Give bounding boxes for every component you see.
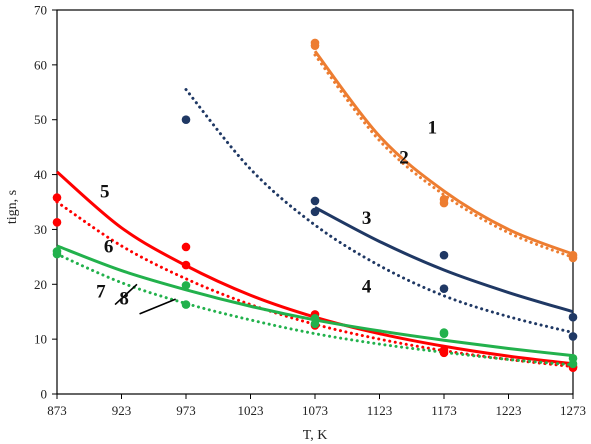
- data-point-series-4: [439, 284, 449, 293]
- fit-curve-8: [55, 252, 575, 367]
- x-tick-label: 1223: [496, 403, 522, 418]
- x-tick-label: 1273: [560, 403, 586, 418]
- x-tick-label: 973: [176, 403, 196, 418]
- data-point-series-3: [568, 312, 578, 322]
- fit-curve-3: [314, 206, 574, 314]
- y-tick-label: 20: [34, 277, 47, 292]
- y-axis-ticks: 0 10 20 30 40 50 60 70: [34, 3, 57, 402]
- data-point-series-2: [439, 198, 449, 208]
- data-point-series-2: [310, 41, 320, 50]
- y-tick-label: 70: [34, 3, 47, 18]
- pointer-line: [139, 298, 176, 315]
- data-point-series-6: [181, 260, 191, 270]
- fit-curve-1: [313, 50, 574, 256]
- x-tick-label: 1123: [367, 403, 393, 418]
- x-tick-label: 923: [112, 403, 132, 418]
- y-tick-label: 30: [34, 222, 47, 237]
- data-point-series-6: [439, 348, 449, 358]
- data-point-series-6: [52, 217, 62, 227]
- pointer-line: [114, 283, 138, 306]
- x-axis-ticks: 873 923 973 1023 1073 1123 1173 1223 1273: [47, 394, 586, 418]
- curve-label-1: 1: [428, 117, 438, 138]
- data-point-series-5: [52, 193, 62, 202]
- curve-label-4: 4: [362, 277, 372, 298]
- data-point-series-7: [181, 281, 191, 290]
- data-point-series-4: [568, 332, 578, 341]
- fit-curve-4: [184, 88, 575, 335]
- curve-label-8: 8: [119, 289, 129, 310]
- data-point-series-8: [52, 249, 62, 259]
- data-point-series-3: [310, 196, 320, 206]
- fit-curve-7: [56, 244, 574, 358]
- curve-label-5: 5: [100, 182, 110, 203]
- data-point-series-4: [310, 207, 320, 217]
- data-point-series-8: [439, 328, 449, 337]
- pointer-lines: [114, 283, 176, 315]
- curve-label-3: 3: [362, 208, 372, 229]
- data-point-series-2: [568, 253, 578, 263]
- y-axis-title: tign, s: [5, 190, 20, 224]
- x-tick-label: 873: [47, 403, 67, 418]
- fit-curve-2: [313, 53, 575, 259]
- curve-label-2: 2: [399, 148, 409, 169]
- x-tick-label: 1073: [302, 403, 328, 418]
- y-tick-label: 40: [34, 167, 47, 182]
- data-points: [52, 38, 578, 372]
- data-point-series-3: [439, 250, 449, 260]
- y-tick-label: 60: [34, 57, 47, 72]
- data-point-series-5: [181, 242, 191, 252]
- data-point-series-8: [310, 319, 320, 329]
- x-tick-label: 1023: [238, 403, 264, 418]
- y-tick-label: 10: [34, 332, 47, 347]
- data-point-series-8: [568, 359, 578, 369]
- data-point-series-4: [181, 115, 191, 125]
- curve-labels: 12 3 4 5 6 7 8: [96, 117, 437, 309]
- x-tick-label: 1173: [431, 403, 457, 418]
- data-point-series-8: [181, 300, 191, 309]
- y-tick-label: 50: [34, 112, 47, 127]
- curve-label-6: 6: [104, 236, 114, 257]
- curve-label-7: 7: [96, 281, 106, 302]
- y-tick-label: 0: [41, 387, 48, 402]
- x-axis-title: T, K: [303, 428, 328, 443]
